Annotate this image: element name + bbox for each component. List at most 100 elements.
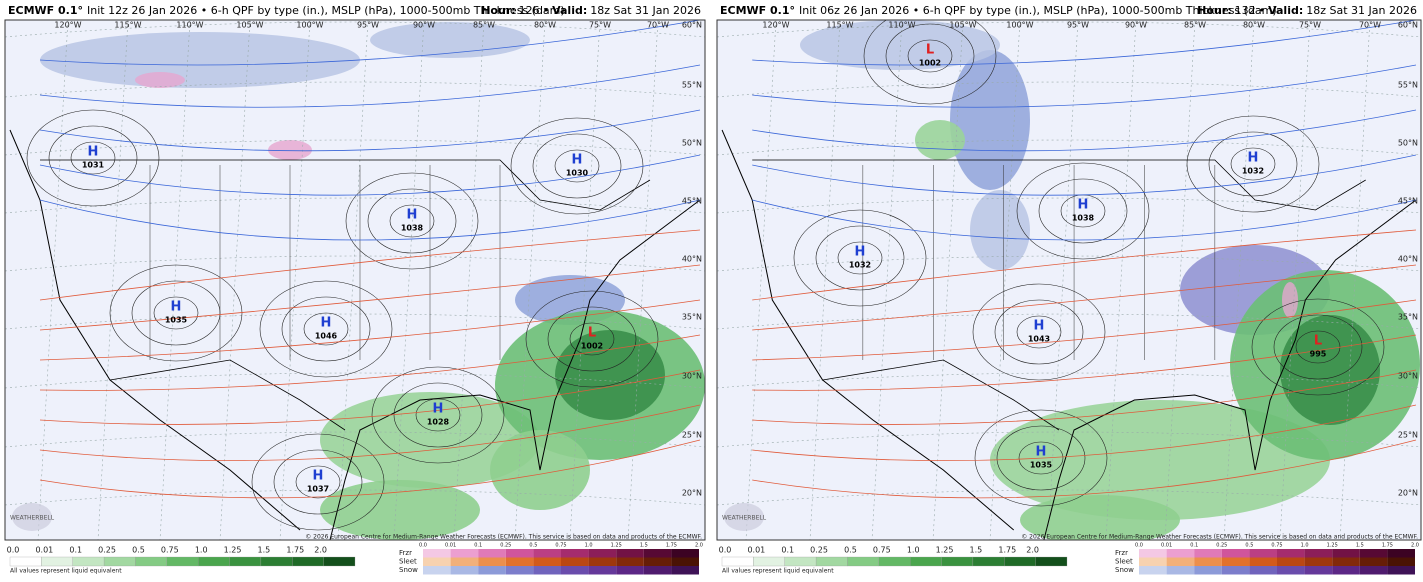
parallel bbox=[5, 372, 705, 389]
precip-type-color bbox=[1221, 549, 1250, 558]
isobar bbox=[1038, 178, 1128, 244]
qpf-scale-label: 1.5 bbox=[970, 546, 983, 555]
thickness-line bbox=[752, 404, 1417, 462]
precip-type-color bbox=[1359, 566, 1388, 575]
longitude-label: 90°W bbox=[1125, 21, 1147, 30]
precip-type-color bbox=[1304, 549, 1333, 558]
longitude-label: 115°W bbox=[114, 21, 141, 30]
latitude-label: 30°N bbox=[682, 372, 702, 381]
qpf-color bbox=[721, 556, 754, 567]
isobar bbox=[345, 172, 479, 270]
isobar bbox=[153, 296, 199, 330]
parallel bbox=[5, 139, 705, 156]
isobar bbox=[994, 299, 1084, 365]
isobar bbox=[1016, 162, 1150, 260]
qpf-color bbox=[72, 556, 105, 567]
snow-area bbox=[950, 50, 1030, 190]
legend: 0.0 0.01 0.1 0.25 0.5 0.75 1.0 1.25 1.5 1.75 2.0 Al… bbox=[7, 543, 703, 575]
precip-type-color bbox=[505, 557, 534, 566]
isobar bbox=[815, 225, 905, 291]
longitude-label: 80°W bbox=[534, 21, 556, 30]
precip-type-color bbox=[616, 566, 644, 575]
meridian bbox=[514, 20, 546, 540]
hour-label: Hour: bbox=[481, 4, 515, 17]
longitude-label: 110°W bbox=[176, 21, 203, 30]
qpf-scale-label: 1.25 bbox=[936, 546, 954, 555]
precip-type-color bbox=[1166, 549, 1195, 558]
center-type: H bbox=[88, 145, 99, 160]
longitude-label: 75°W bbox=[1299, 21, 1321, 30]
isobar bbox=[273, 449, 363, 515]
meridian bbox=[809, 20, 841, 540]
border bbox=[752, 159, 1366, 431]
meridian bbox=[1047, 20, 1079, 540]
center-pressure: 1038 bbox=[401, 224, 424, 233]
mix-area bbox=[268, 140, 312, 160]
center-pressure: 1037 bbox=[307, 485, 329, 494]
precip-type-label: Sleet bbox=[399, 558, 417, 566]
qpf-scale-label: 0.25 bbox=[810, 546, 828, 555]
isobar bbox=[793, 209, 927, 307]
thickness-line-cold bbox=[752, 154, 1417, 196]
map bbox=[717, 20, 1421, 540]
isobar bbox=[547, 306, 637, 372]
center-type: H bbox=[407, 208, 418, 223]
panel-header: ECMWF 0.1° Init 06z 26 Jan 2026 • 6-h QPF… bbox=[720, 4, 1277, 17]
valid-label: Valid: bbox=[1268, 4, 1303, 17]
center-type: H bbox=[1034, 319, 1045, 334]
isobar bbox=[281, 296, 371, 362]
qpf-scale-label: 0.01 bbox=[35, 546, 53, 555]
thickness-line-cold bbox=[752, 20, 1417, 66]
parallel bbox=[717, 21, 1421, 38]
parallel bbox=[5, 197, 705, 214]
parallel bbox=[5, 489, 705, 506]
latitude-label: 45°N bbox=[1398, 197, 1418, 206]
precip-type-color bbox=[1221, 566, 1250, 575]
qpf-color bbox=[878, 556, 911, 567]
isobar bbox=[569, 322, 615, 356]
center-type: H bbox=[321, 316, 332, 331]
latitude-label: 35°N bbox=[682, 313, 702, 322]
isobar bbox=[1208, 131, 1298, 197]
qpf-scale-label: 1.25 bbox=[224, 546, 242, 555]
valid: 18z Sat 31 Jan 2026 bbox=[590, 4, 701, 17]
precip-type-scale-label: 1.5 bbox=[1356, 543, 1364, 549]
isobar bbox=[389, 204, 435, 238]
precip-type-color bbox=[423, 557, 451, 566]
precip-type-scale-label: 0.1 bbox=[474, 543, 482, 549]
isobar bbox=[885, 23, 975, 89]
latitude-label: 50°N bbox=[682, 139, 702, 148]
meridian bbox=[219, 20, 251, 540]
precip-type-color bbox=[478, 549, 506, 558]
latitude-label: 50°N bbox=[1398, 139, 1418, 148]
parallel bbox=[5, 431, 705, 448]
meridian bbox=[1164, 20, 1196, 540]
precip-type-color bbox=[588, 549, 617, 558]
precip-type-color bbox=[1304, 566, 1333, 575]
center-pressure: 995 bbox=[1310, 350, 1327, 359]
center-type: H bbox=[313, 469, 324, 484]
precip-type-color bbox=[1387, 566, 1415, 575]
longitude-label: 105°W bbox=[236, 21, 263, 30]
qpf-scale-label: 0.01 bbox=[747, 546, 765, 555]
thickness-line bbox=[752, 369, 1417, 425]
logo: WEATHERBELL bbox=[10, 515, 55, 522]
thickness-line bbox=[39, 404, 701, 462]
isobar bbox=[415, 398, 461, 432]
qpf-color bbox=[229, 556, 262, 567]
center-pressure: 1002 bbox=[581, 342, 603, 351]
center-pressure: 1043 bbox=[1028, 335, 1050, 344]
precip-type-color bbox=[1166, 557, 1195, 566]
longitude-label: 80°W bbox=[1243, 21, 1265, 30]
latitude-label: 20°N bbox=[1398, 489, 1418, 498]
center-pressure: 1030 bbox=[566, 169, 589, 178]
precip-type-color bbox=[423, 566, 451, 575]
longitude-label: 70°W bbox=[1359, 21, 1381, 30]
meridian bbox=[37, 20, 69, 540]
precip-type-scale-label: 1.5 bbox=[640, 543, 648, 549]
precip-type-color bbox=[1359, 557, 1388, 566]
precip-type-scale-label: 1.25 bbox=[1327, 543, 1338, 549]
meridian bbox=[569, 20, 601, 540]
precip-type-color bbox=[1194, 557, 1222, 566]
